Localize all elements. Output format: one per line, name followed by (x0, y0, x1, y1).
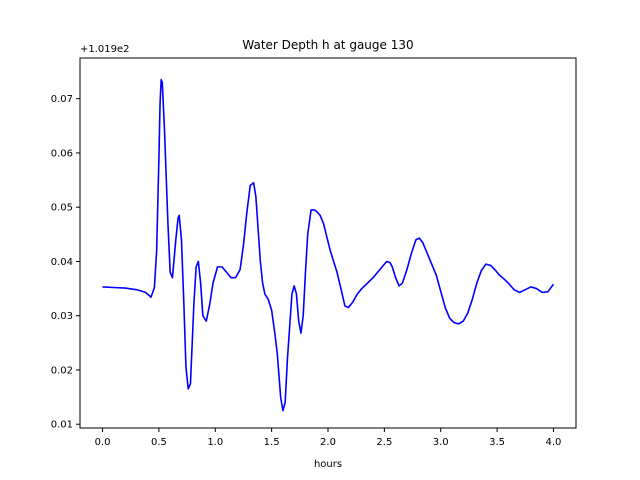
y-tick-label: 0.04 (51, 257, 73, 268)
y-tick-label: 0.02 (51, 365, 73, 376)
y-tick-label: 0.01 (51, 420, 73, 431)
x-tick-label: 1.0 (207, 437, 223, 448)
x-tick-label: 3.0 (433, 437, 449, 448)
y-tick-label: 0.05 (51, 203, 73, 214)
x-tick-label: 0.0 (95, 437, 111, 448)
plot-frame (79, 57, 577, 429)
x-tick-label: 4.0 (546, 437, 562, 448)
y-tick-label: 0.06 (51, 148, 73, 159)
x-tick-label: 2.0 (320, 437, 336, 448)
series-line-water-depth (102, 78, 555, 412)
y-axis-ticks: 0.01 0.02 0.03 0.04 0.05 0.06 0.07 (51, 94, 80, 431)
y-tick-label: 0.03 (51, 311, 73, 322)
x-axis-label: hours (314, 459, 342, 470)
x-axis-ticks: 0.0 0.5 1.0 1.5 2.0 2.5 3.0 3.5 4.0 (95, 428, 562, 448)
y-tick-label: 0.07 (51, 94, 73, 105)
x-tick-label: 0.5 (151, 437, 167, 448)
x-tick-label: 3.5 (489, 437, 505, 448)
x-tick-label: 1.5 (264, 437, 280, 448)
y-offset-label: +1.019e2 (80, 44, 130, 55)
chart-title: Water Depth h at gauge 130 (242, 38, 413, 52)
x-tick-label: 2.5 (376, 437, 392, 448)
